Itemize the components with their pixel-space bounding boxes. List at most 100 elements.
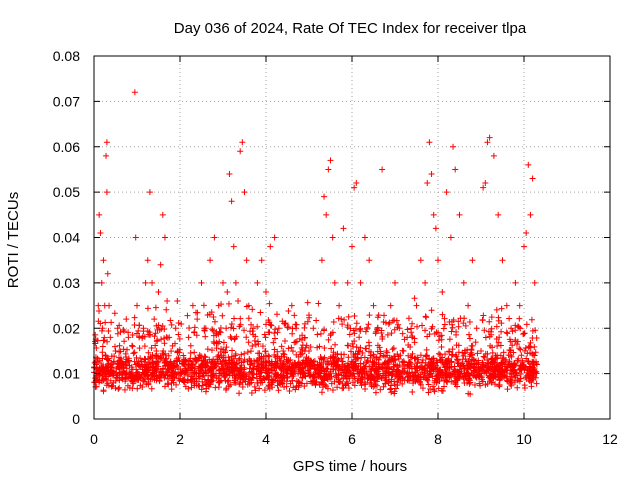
- data-point: [330, 354, 337, 361]
- data-point: [164, 298, 171, 305]
- data-point: [401, 369, 408, 376]
- data-point: [375, 368, 382, 375]
- data-point: [101, 370, 108, 377]
- data-point: [335, 356, 342, 363]
- data-point: [344, 342, 351, 349]
- data-point: [297, 351, 304, 358]
- data-point: [514, 323, 521, 330]
- data-point: [441, 375, 448, 382]
- data-point: [289, 330, 296, 337]
- data-point: [157, 353, 164, 360]
- data-point: [395, 321, 402, 328]
- data-point: [417, 352, 424, 359]
- data-point: [286, 387, 293, 394]
- data-point: [215, 302, 222, 309]
- data-point: [210, 338, 217, 345]
- data-point: [240, 358, 247, 365]
- data-point: [153, 372, 160, 379]
- data-point: [278, 343, 285, 350]
- data-point: [289, 377, 296, 384]
- data-point: [246, 375, 253, 382]
- data-point: [497, 342, 504, 349]
- data-point: [159, 211, 166, 218]
- data-point: [140, 325, 147, 332]
- data-point: [417, 373, 424, 380]
- data-point: [100, 257, 107, 264]
- data-point: [158, 336, 165, 343]
- data-point: [388, 389, 395, 396]
- data-point: [439, 311, 446, 318]
- data-point: [213, 330, 220, 337]
- data-point: [354, 351, 361, 358]
- data-point: [211, 234, 218, 241]
- data-point: [208, 309, 215, 316]
- data-point: [386, 319, 393, 326]
- data-point: [411, 339, 418, 346]
- data-point: [387, 386, 394, 393]
- data-point: [261, 387, 268, 394]
- data-point: [268, 362, 275, 369]
- data-point: [254, 323, 261, 330]
- data-point: [334, 350, 341, 357]
- data-point: [305, 355, 312, 362]
- data-point: [329, 386, 336, 393]
- data-point: [218, 345, 225, 352]
- data-point: [329, 234, 336, 241]
- data-point: [333, 374, 340, 381]
- data-point: [425, 381, 432, 388]
- data-point: [230, 355, 237, 362]
- data-point: [490, 358, 497, 365]
- data-point: [327, 330, 334, 337]
- data-point: [204, 311, 211, 318]
- data-point: [383, 368, 390, 375]
- data-point: [187, 376, 194, 383]
- data-point: [171, 340, 178, 347]
- data-point: [438, 369, 445, 376]
- data-point: [387, 302, 394, 309]
- data-point: [163, 358, 170, 365]
- data-point: [486, 333, 493, 340]
- data-point: [431, 379, 438, 386]
- data-point: [93, 383, 100, 390]
- data-point: [357, 328, 364, 335]
- data-point: [168, 386, 175, 393]
- data-point: [113, 369, 120, 376]
- data-point: [213, 345, 220, 352]
- data-point: [120, 368, 127, 375]
- data-point: [317, 365, 324, 372]
- data-point: [303, 380, 310, 387]
- data-point: [256, 385, 263, 392]
- data-point: [313, 366, 320, 373]
- data-point: [431, 330, 438, 337]
- data-point: [134, 385, 141, 392]
- data-point: [141, 355, 148, 362]
- data-point: [170, 370, 177, 377]
- data-point: [237, 148, 244, 155]
- data-point: [266, 329, 273, 336]
- data-point: [377, 353, 384, 360]
- data-point: [349, 243, 355, 250]
- data-point: [304, 299, 311, 306]
- data-point: [441, 363, 448, 370]
- data-point: [314, 344, 321, 351]
- data-point: [135, 359, 142, 366]
- data-point: [481, 327, 488, 334]
- data-point: [454, 356, 461, 363]
- data-point: [354, 378, 361, 385]
- data-point: [328, 345, 335, 352]
- data-point: [481, 369, 488, 376]
- data-point: [323, 372, 330, 379]
- data-point: [504, 386, 511, 393]
- data-point: [318, 355, 325, 362]
- data-point: [219, 358, 226, 365]
- data-point: [361, 354, 368, 361]
- y-tick-label: 0.05: [53, 184, 80, 200]
- data-point: [318, 257, 325, 264]
- data-point: [391, 326, 398, 333]
- data-point: [336, 302, 343, 309]
- data-point: [357, 279, 364, 286]
- data-point: [219, 312, 226, 319]
- data-point: [153, 366, 160, 373]
- y-axis-label: ROTI / TECUs: [5, 192, 22, 288]
- data-point: [187, 342, 194, 349]
